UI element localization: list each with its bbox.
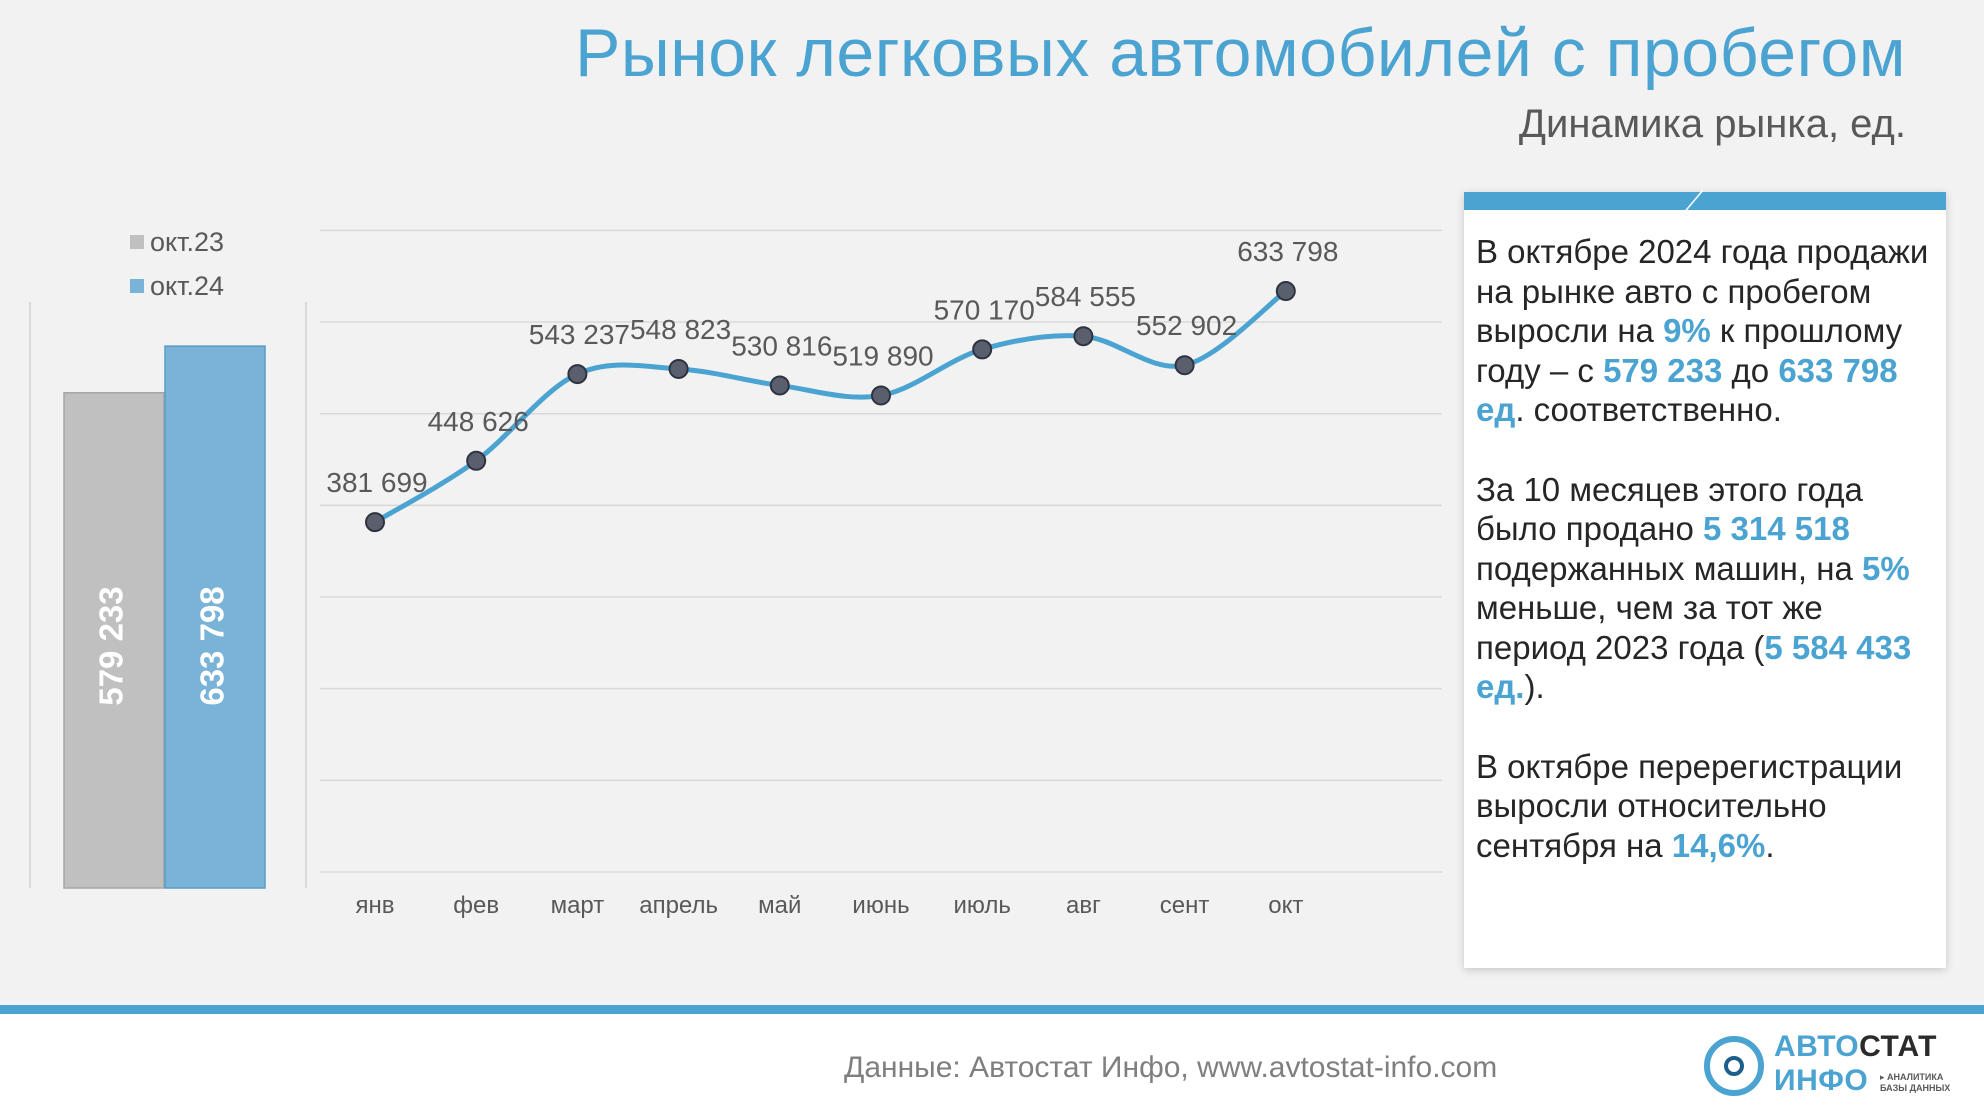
data-label: 633 798 [1237,236,1338,267]
legend-item-oct23: окт.23 [130,220,224,264]
logo-ring-icon [1704,1036,1764,1096]
bar-label: 579 233 [93,586,130,705]
info-paragraph-3: В октябре перерегистрации выросли относи… [1476,747,1903,864]
logo-wordmark-top: АВТОСТАТ [1774,1030,1937,1063]
bar-окт.24 [164,345,266,889]
info-box: В октябре 2024 года продажи на рынке авт… [1464,190,1946,968]
legend-swatch-oct23 [130,235,144,249]
data-point [972,339,993,360]
bottom-accent-line [0,1005,1984,1014]
avtostat-logo: АВТОСТАТ ИНФО ▸ АНАЛИТИКА БАЗЫ ДАННЫХ [1704,1030,1954,1102]
source-note: Данные: Автостат Инфо, www.avtostat-info… [844,1051,1498,1084]
x-tick-label: март [551,892,605,919]
data-point [567,364,588,385]
data-point [365,512,385,533]
series-line [373,289,1288,525]
x-tick-label: авг [1066,892,1101,919]
legend-label-oct23: окт.23 [150,226,225,257]
x-tick-label: май [758,892,801,919]
legend-label-oct24: окт.24 [150,270,225,301]
data-point [668,358,689,379]
x-tick-label: окт [1268,892,1303,919]
logo-tagline: ▸ АНАЛИТИКА БАЗЫ ДАННЫХ [1880,1072,1951,1093]
page-title: Рынок легковых автомобилей с пробегом [574,15,1906,91]
info-box-accent-bar [1464,192,1946,210]
bar-label: 633 798 [194,586,231,705]
legend-item-oct24: окт.24 [130,264,224,308]
data-point [1073,326,1094,347]
x-tick-label: июнь [852,892,909,919]
legend: окт.23 окт.24 [130,220,224,308]
footer-area [0,1014,1984,1112]
data-point [1275,281,1296,302]
x-tick-label: июль [954,892,1011,919]
x-tick-label: фев [453,892,499,919]
x-tick-label: янв [356,892,395,919]
data-label: 448 626 [428,406,529,437]
data-label: 552 902 [1136,310,1237,341]
data-label: 584 555 [1035,281,1136,312]
legend-swatch-oct24 [130,279,144,293]
info-box-text: В октябре 2024 года продажи на рынке авт… [1476,232,1936,905]
data-point [466,450,487,471]
info-paragraph-2: За 10 месяцев этого года было продано 5 … [1476,470,1912,706]
x-tick-label: апрель [639,892,718,919]
bar-окт.23 [63,392,165,889]
data-point [769,375,790,396]
page-subtitle: Динамика рынка, ед. [1518,102,1906,146]
data-label: 548 823 [630,314,731,345]
data-label: 381 699 [326,467,427,498]
logo-wordmark-bottom: ИНФО [1774,1064,1869,1097]
x-tick-label: сент [1160,892,1210,919]
data-label: 530 816 [731,330,832,361]
data-label: 543 237 [529,319,630,350]
data-point [871,385,891,406]
data-label: 519 890 [832,340,933,371]
data-label: 570 170 [934,294,1035,325]
info-paragraph-1: В октябре 2024 года продажи на рынке авт… [1476,233,1929,428]
data-point [1174,355,1195,376]
